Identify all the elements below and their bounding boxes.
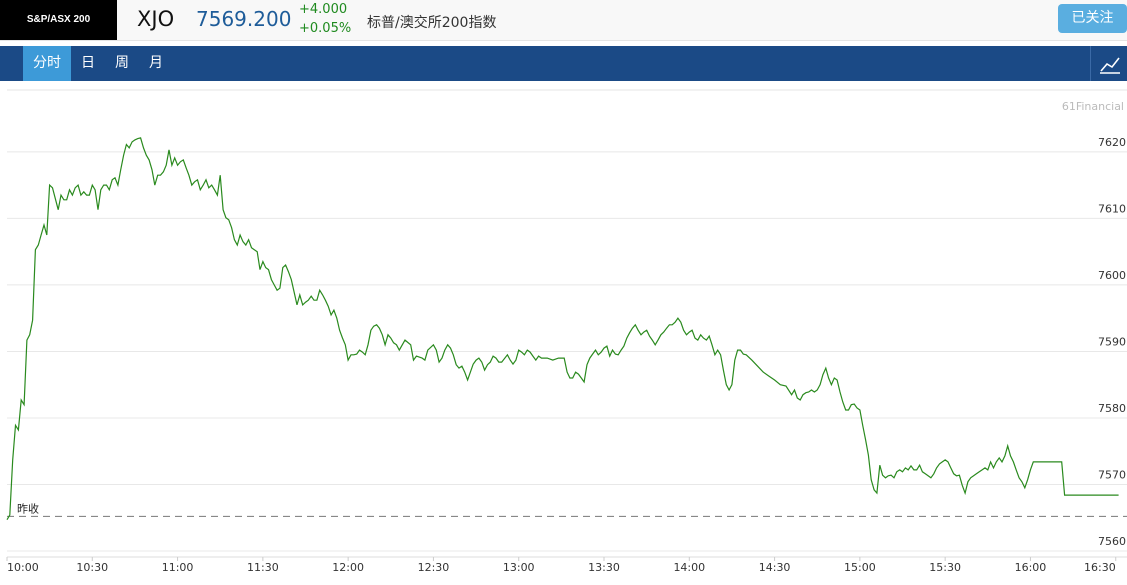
- chart: 61Financial 7560 7570 7580 7590 7600 7610 7620…: [6, 89, 1127, 574]
- reference-label: 昨收: [17, 501, 39, 515]
- change-pct: +0.05%: [299, 21, 352, 36]
- x-tick-label: 11:00: [162, 561, 194, 574]
- logo: S&P/ASX 200: [0, 0, 117, 40]
- price-line: [6, 137, 1119, 521]
- y-tick-label: 7570: [1098, 468, 1126, 481]
- x-tick-label: 15:30: [929, 561, 961, 574]
- index-name: 标普/澳交所200指数: [367, 15, 497, 31]
- header: S&P/ASX 200 XJO 7569.200 +4.000 +0.05% 标…: [0, 0, 1127, 41]
- tab[interactable]: 月: [149, 55, 163, 71]
- y-tick-label: 7600: [1098, 269, 1126, 282]
- y-tick-label: 7590: [1098, 335, 1126, 348]
- y-tick-label: 7560: [1098, 535, 1126, 548]
- icon: [1100, 57, 1120, 74]
- tab-bar: 分时 日 周 月: [0, 46, 1127, 81]
- symbol: XJO: [137, 7, 175, 31]
- x-tick-label: 10:00: [7, 561, 39, 574]
- y-tick-label: 7620: [1098, 136, 1126, 149]
- price: 7569.200: [196, 7, 292, 31]
- tab[interactable]: 分时: [23, 46, 71, 81]
- x-tick-label: 12:30: [418, 561, 450, 574]
- x-tick-label: 10:30: [76, 561, 108, 574]
- x-tick-label: 15:00: [844, 561, 876, 574]
- tab[interactable]: 周: [115, 55, 129, 71]
- y-tick-label: 7580: [1098, 402, 1126, 415]
- x-tick-label: 11:30: [247, 561, 279, 574]
- change: +4.000: [299, 2, 348, 17]
- x-tick-label: 16:00: [1015, 561, 1047, 574]
- tab[interactable]: 日: [81, 55, 95, 71]
- chart-icon[interactable]: [1090, 46, 1127, 81]
- watermark: 61Financial: [1062, 100, 1124, 113]
- y-tick-label: 7610: [1098, 202, 1126, 215]
- follow-button[interactable]: 已关注: [1058, 4, 1127, 33]
- x-tick-label: 14:00: [673, 561, 705, 574]
- x-tick-label: 12:00: [332, 561, 364, 574]
- x-tick-label: 13:30: [588, 561, 620, 574]
- x-tick-label: 14:30: [759, 561, 791, 574]
- x-tick-label: 13:00: [503, 561, 535, 574]
- x-tick-label: 16:30: [1084, 561, 1116, 574]
